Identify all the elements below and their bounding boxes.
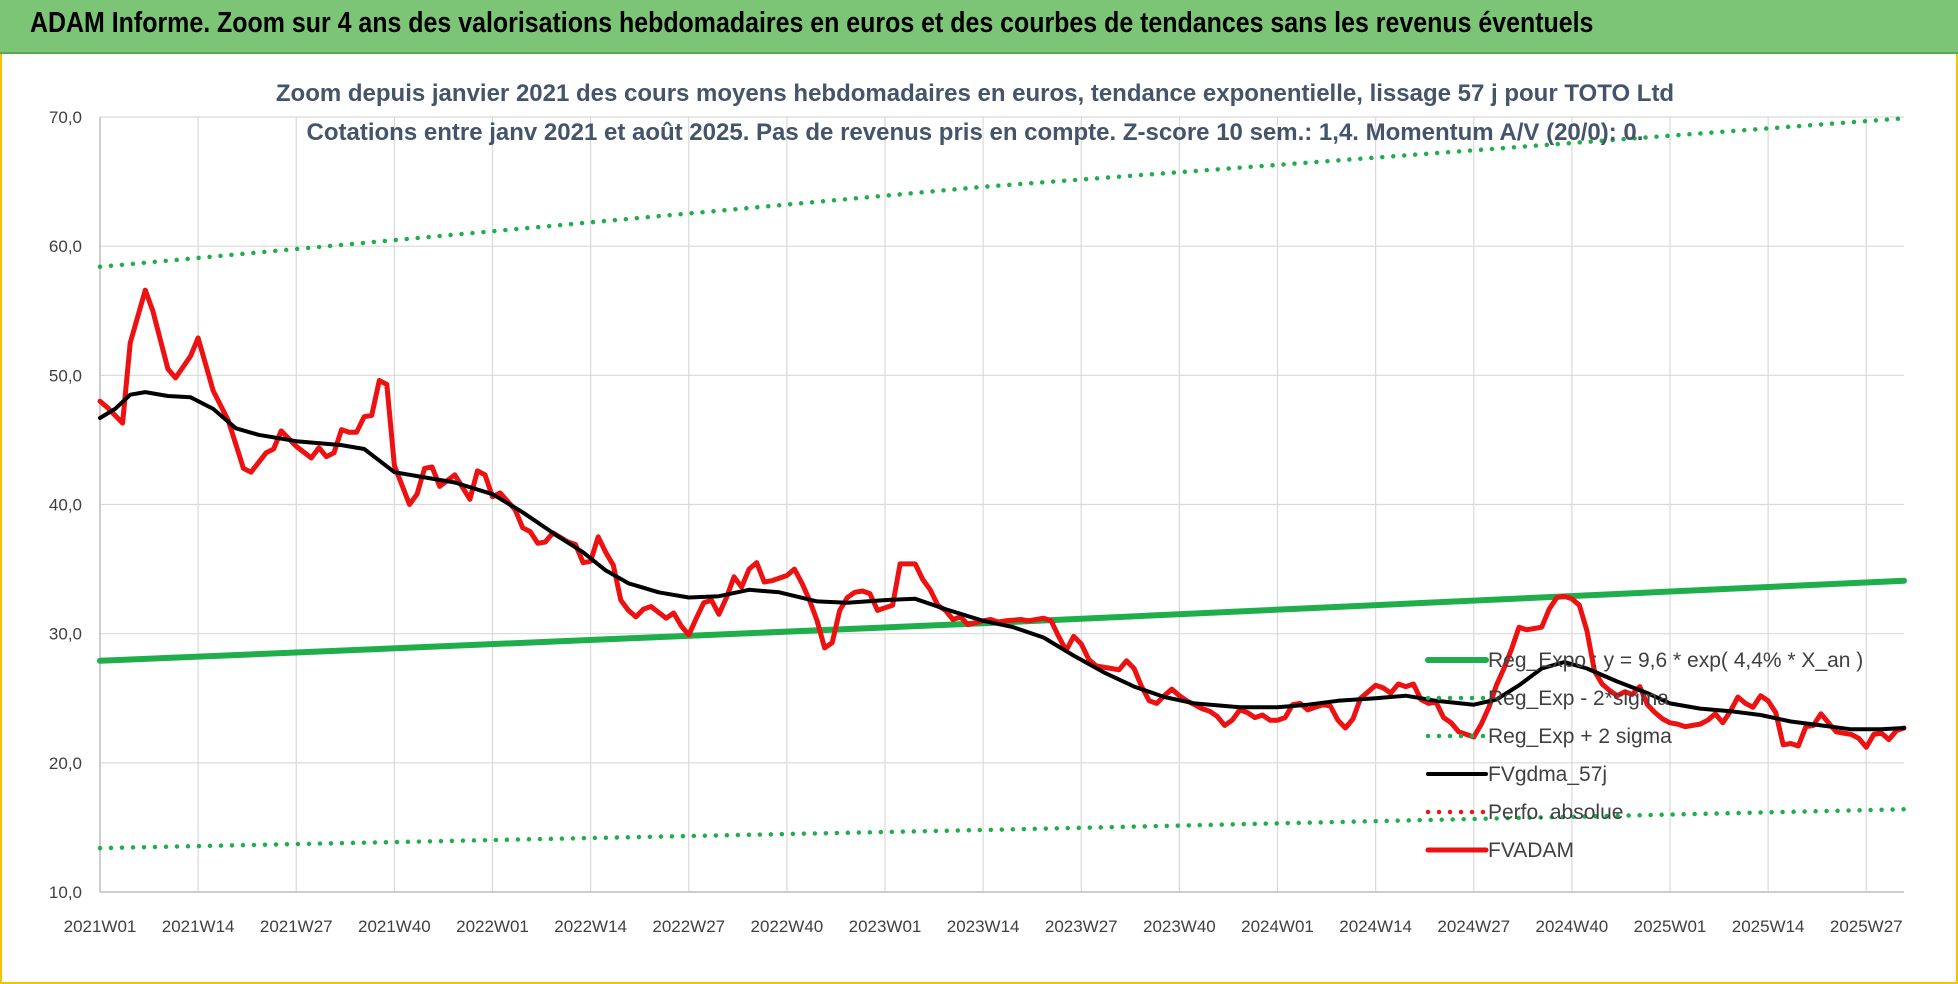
y-tick-label: 20,0 bbox=[49, 754, 82, 773]
x-tick-label: 2025W01 bbox=[1634, 917, 1707, 936]
series-line-reg_exp bbox=[97, 116, 1907, 270]
page-title: ADAM Informe. Zoom sur 4 ans des valoris… bbox=[30, 7, 1594, 39]
chart-title-line-2: Cotations entre janv 2021 et août 2025. … bbox=[307, 119, 1644, 146]
legend-label: FVADAM bbox=[1488, 839, 1574, 862]
x-tick-label: 2022W40 bbox=[750, 917, 823, 936]
x-tick-label: 2021W40 bbox=[358, 917, 431, 936]
x-tick-label: 2023W14 bbox=[947, 917, 1020, 936]
legend-label: FVgdma_57j bbox=[1488, 763, 1607, 786]
y-tick-label: 40,0 bbox=[49, 496, 82, 515]
x-tick-label: 2023W40 bbox=[1143, 917, 1216, 936]
legend-label: Reg_Exp + 2 sigma bbox=[1488, 725, 1672, 748]
x-tick-label: 2021W27 bbox=[260, 917, 333, 936]
header-bar: ADAM Informe. Zoom sur 4 ans des valoris… bbox=[0, 0, 1958, 54]
x-tick-label: 2025W14 bbox=[1732, 917, 1805, 936]
x-tick-label: 2022W27 bbox=[652, 917, 725, 936]
y-tick-label: 30,0 bbox=[49, 625, 82, 644]
x-tick-label: 2024W40 bbox=[1535, 917, 1608, 936]
y-tick-label: 70,0 bbox=[49, 108, 82, 127]
x-tick-label: 2024W01 bbox=[1241, 917, 1314, 936]
x-tick-label: 2021W01 bbox=[64, 917, 137, 936]
grid bbox=[99, 116, 1904, 893]
x-tick-label: 2022W01 bbox=[456, 917, 529, 936]
x-tick-label: 2023W27 bbox=[1045, 917, 1118, 936]
series-line-fvgdma_57j bbox=[98, 390, 1906, 732]
legend-label: Reg_Expo : y = 9,6 * exp( 4,4% * X_an ) bbox=[1488, 649, 1863, 672]
chart-title-line-1: Zoom depuis janvier 2021 des cours moyen… bbox=[276, 80, 1674, 107]
y-tick-label: 60,0 bbox=[49, 237, 82, 256]
legend-label: Reg_Exp - 2*sigma bbox=[1488, 687, 1669, 710]
chart-title: Zoom depuis janvier 2021 des cours moyen… bbox=[276, 80, 1674, 146]
x-tick-label: 2021W14 bbox=[162, 917, 235, 936]
legend: Reg_Expo : y = 9,6 * exp( 4,4% * X_an ) R… bbox=[1425, 649, 1863, 862]
x-tick-label: 2025W27 bbox=[1830, 917, 1903, 936]
x-tick-label: 2024W27 bbox=[1437, 917, 1510, 936]
axes: 10,0 20,0 30,0 40,0 50,0 60,0 70,0 2021W01 2021W… bbox=[49, 108, 1904, 936]
y-tick-label: 50,0 bbox=[49, 366, 82, 385]
series-line-fvadam bbox=[97, 287, 1907, 750]
x-tick-label: 2022W14 bbox=[554, 917, 627, 936]
legend-label: Perfo. absolue bbox=[1488, 801, 1623, 824]
series-line-reg_exp bbox=[97, 807, 1907, 851]
x-tick-label: 2024W14 bbox=[1339, 917, 1412, 936]
series-layer bbox=[97, 116, 1907, 851]
x-tick-label: 2023W01 bbox=[849, 917, 922, 936]
y-tick-label: 10,0 bbox=[49, 883, 82, 902]
